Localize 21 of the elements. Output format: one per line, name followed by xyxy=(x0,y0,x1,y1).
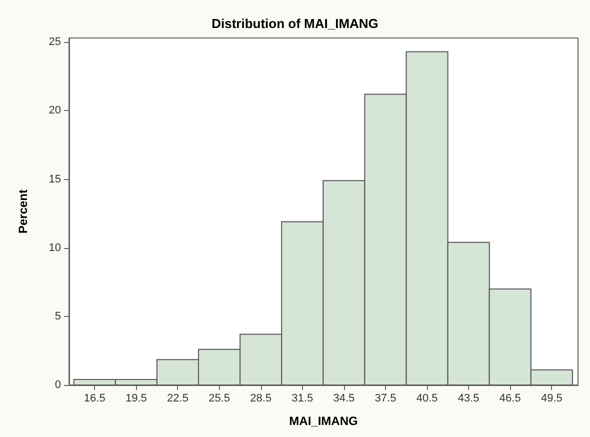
x-tick-label: 34.5 xyxy=(333,392,355,404)
y-tick-label: 10 xyxy=(48,242,61,254)
x-tick-label: 31.5 xyxy=(292,392,314,404)
y-axis-title: Percent xyxy=(16,189,30,234)
y-tick-label: 5 xyxy=(54,310,61,322)
y-tick-label: 0 xyxy=(54,379,61,391)
x-tick-label: 40.5 xyxy=(416,392,438,404)
x-tick-label: 37.5 xyxy=(374,392,396,404)
y-tick-label: 15 xyxy=(48,173,61,186)
y-tick-label: 20 xyxy=(48,104,61,117)
x-tick-label: 49.5 xyxy=(540,392,562,404)
x-tick-label: 16.5 xyxy=(84,392,106,404)
x-tick-label: 19.5 xyxy=(125,392,147,404)
x-tick-label: 25.5 xyxy=(208,392,230,404)
x-tick-label: 28.5 xyxy=(250,392,272,404)
x-tick-label: 43.5 xyxy=(458,392,480,404)
x-axis-title: MAI_IMANG xyxy=(289,414,358,428)
x-tick-label: 46.5 xyxy=(499,392,521,404)
y-tick-label: 25 xyxy=(48,36,61,48)
x-tick-label: 22.5 xyxy=(167,392,188,404)
chart-title: Distribution of MAI_IMANG xyxy=(212,16,378,31)
